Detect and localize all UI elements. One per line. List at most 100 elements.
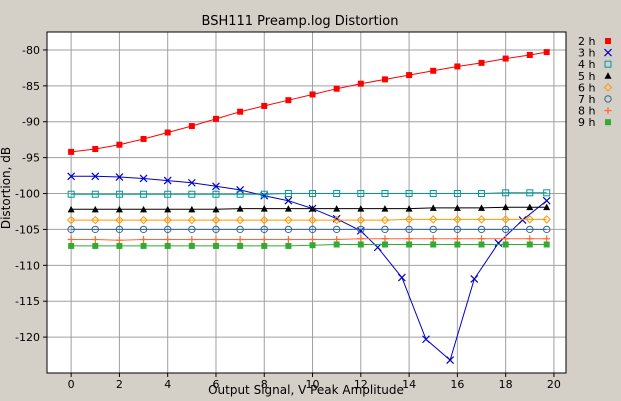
data-point — [91, 235, 99, 243]
x-tick-label: 20 — [547, 378, 561, 391]
data-point — [164, 242, 171, 249]
data-point — [212, 115, 219, 122]
data-point — [163, 225, 172, 234]
data-point — [211, 215, 221, 225]
data-point — [188, 190, 196, 198]
data-point — [518, 216, 527, 225]
data-point — [543, 189, 551, 197]
data-point — [357, 235, 365, 243]
data-point — [429, 235, 437, 243]
y-axis-label: Distortion, dB — [0, 147, 13, 229]
data-point — [139, 174, 148, 183]
data-point — [308, 215, 317, 225]
data-point — [526, 241, 533, 248]
series-7h — [67, 225, 551, 234]
y-tick-label: -115 — [15, 295, 40, 308]
data-point — [236, 205, 244, 212]
data-point — [526, 189, 534, 197]
data-point — [67, 235, 75, 243]
data-point — [357, 80, 364, 87]
data-point — [381, 205, 389, 212]
data-point — [525, 215, 534, 224]
y-tick-label: -100 — [15, 188, 40, 201]
data-point — [453, 225, 462, 234]
data-point — [478, 241, 485, 248]
data-point — [494, 239, 503, 247]
data-point — [284, 205, 292, 212]
data-point — [478, 59, 485, 66]
data-point — [381, 225, 389, 234]
data-point — [164, 235, 172, 243]
data-point — [405, 225, 413, 234]
chart-title: BSH111 Preamp.log Distortion — [202, 14, 399, 29]
data-point — [261, 242, 268, 249]
data-point — [140, 235, 148, 243]
legend-marker — [605, 38, 611, 44]
data-point — [285, 97, 292, 104]
data-point — [116, 242, 123, 249]
data-point — [332, 215, 341, 225]
data-point — [430, 67, 437, 74]
data-point — [542, 196, 551, 205]
data-point — [357, 190, 365, 198]
data-point — [188, 205, 196, 213]
data-point — [188, 242, 195, 249]
data-point — [67, 190, 75, 198]
data-point — [284, 190, 292, 198]
data-point — [429, 190, 437, 198]
data-point — [429, 225, 437, 234]
data-point — [91, 215, 100, 225]
data-point — [115, 215, 124, 225]
data-point — [381, 76, 388, 83]
data-point — [332, 225, 341, 234]
y-tick-label: -95 — [22, 152, 40, 165]
data-point — [453, 204, 461, 211]
data-point — [188, 235, 196, 243]
data-point — [115, 236, 123, 244]
data-point — [543, 203, 551, 211]
data-point — [236, 225, 244, 234]
data-point — [405, 190, 413, 198]
data-point — [454, 241, 461, 248]
series-line — [71, 218, 547, 221]
legend-marker — [604, 72, 612, 79]
data-point — [260, 205, 268, 212]
legend-label: 5 h — [578, 70, 595, 83]
data-point — [526, 203, 534, 211]
data-point — [260, 225, 268, 234]
data-point — [309, 242, 316, 249]
data-point — [212, 182, 220, 191]
data-point — [236, 190, 244, 198]
data-point — [115, 205, 123, 213]
legend-marker — [604, 48, 612, 57]
data-point — [501, 215, 510, 224]
data-point — [115, 190, 123, 198]
x-tick-label: 12 — [354, 378, 368, 391]
data-point — [260, 191, 269, 200]
data-point — [260, 235, 268, 243]
y-tick-label: -80 — [22, 44, 40, 57]
data-point — [212, 190, 220, 198]
data-point — [285, 242, 292, 249]
x-tick-label: 4 — [164, 378, 171, 391]
data-point — [284, 225, 293, 234]
data-point — [139, 215, 148, 225]
data-point — [429, 215, 438, 224]
data-point — [446, 356, 455, 365]
x-tick-label: 6 — [212, 378, 219, 391]
legend-label: 2 h — [578, 35, 595, 48]
data-point — [502, 203, 510, 211]
data-point — [453, 190, 461, 198]
data-point — [309, 190, 317, 198]
data-point — [115, 173, 124, 181]
data-point — [92, 146, 99, 153]
y-tick-label: -90 — [22, 116, 40, 129]
data-point — [357, 205, 365, 212]
data-point — [357, 241, 364, 248]
data-point — [309, 91, 316, 98]
series-9h — [68, 241, 550, 249]
x-tick-label: 16 — [450, 378, 464, 391]
data-point — [92, 242, 99, 249]
